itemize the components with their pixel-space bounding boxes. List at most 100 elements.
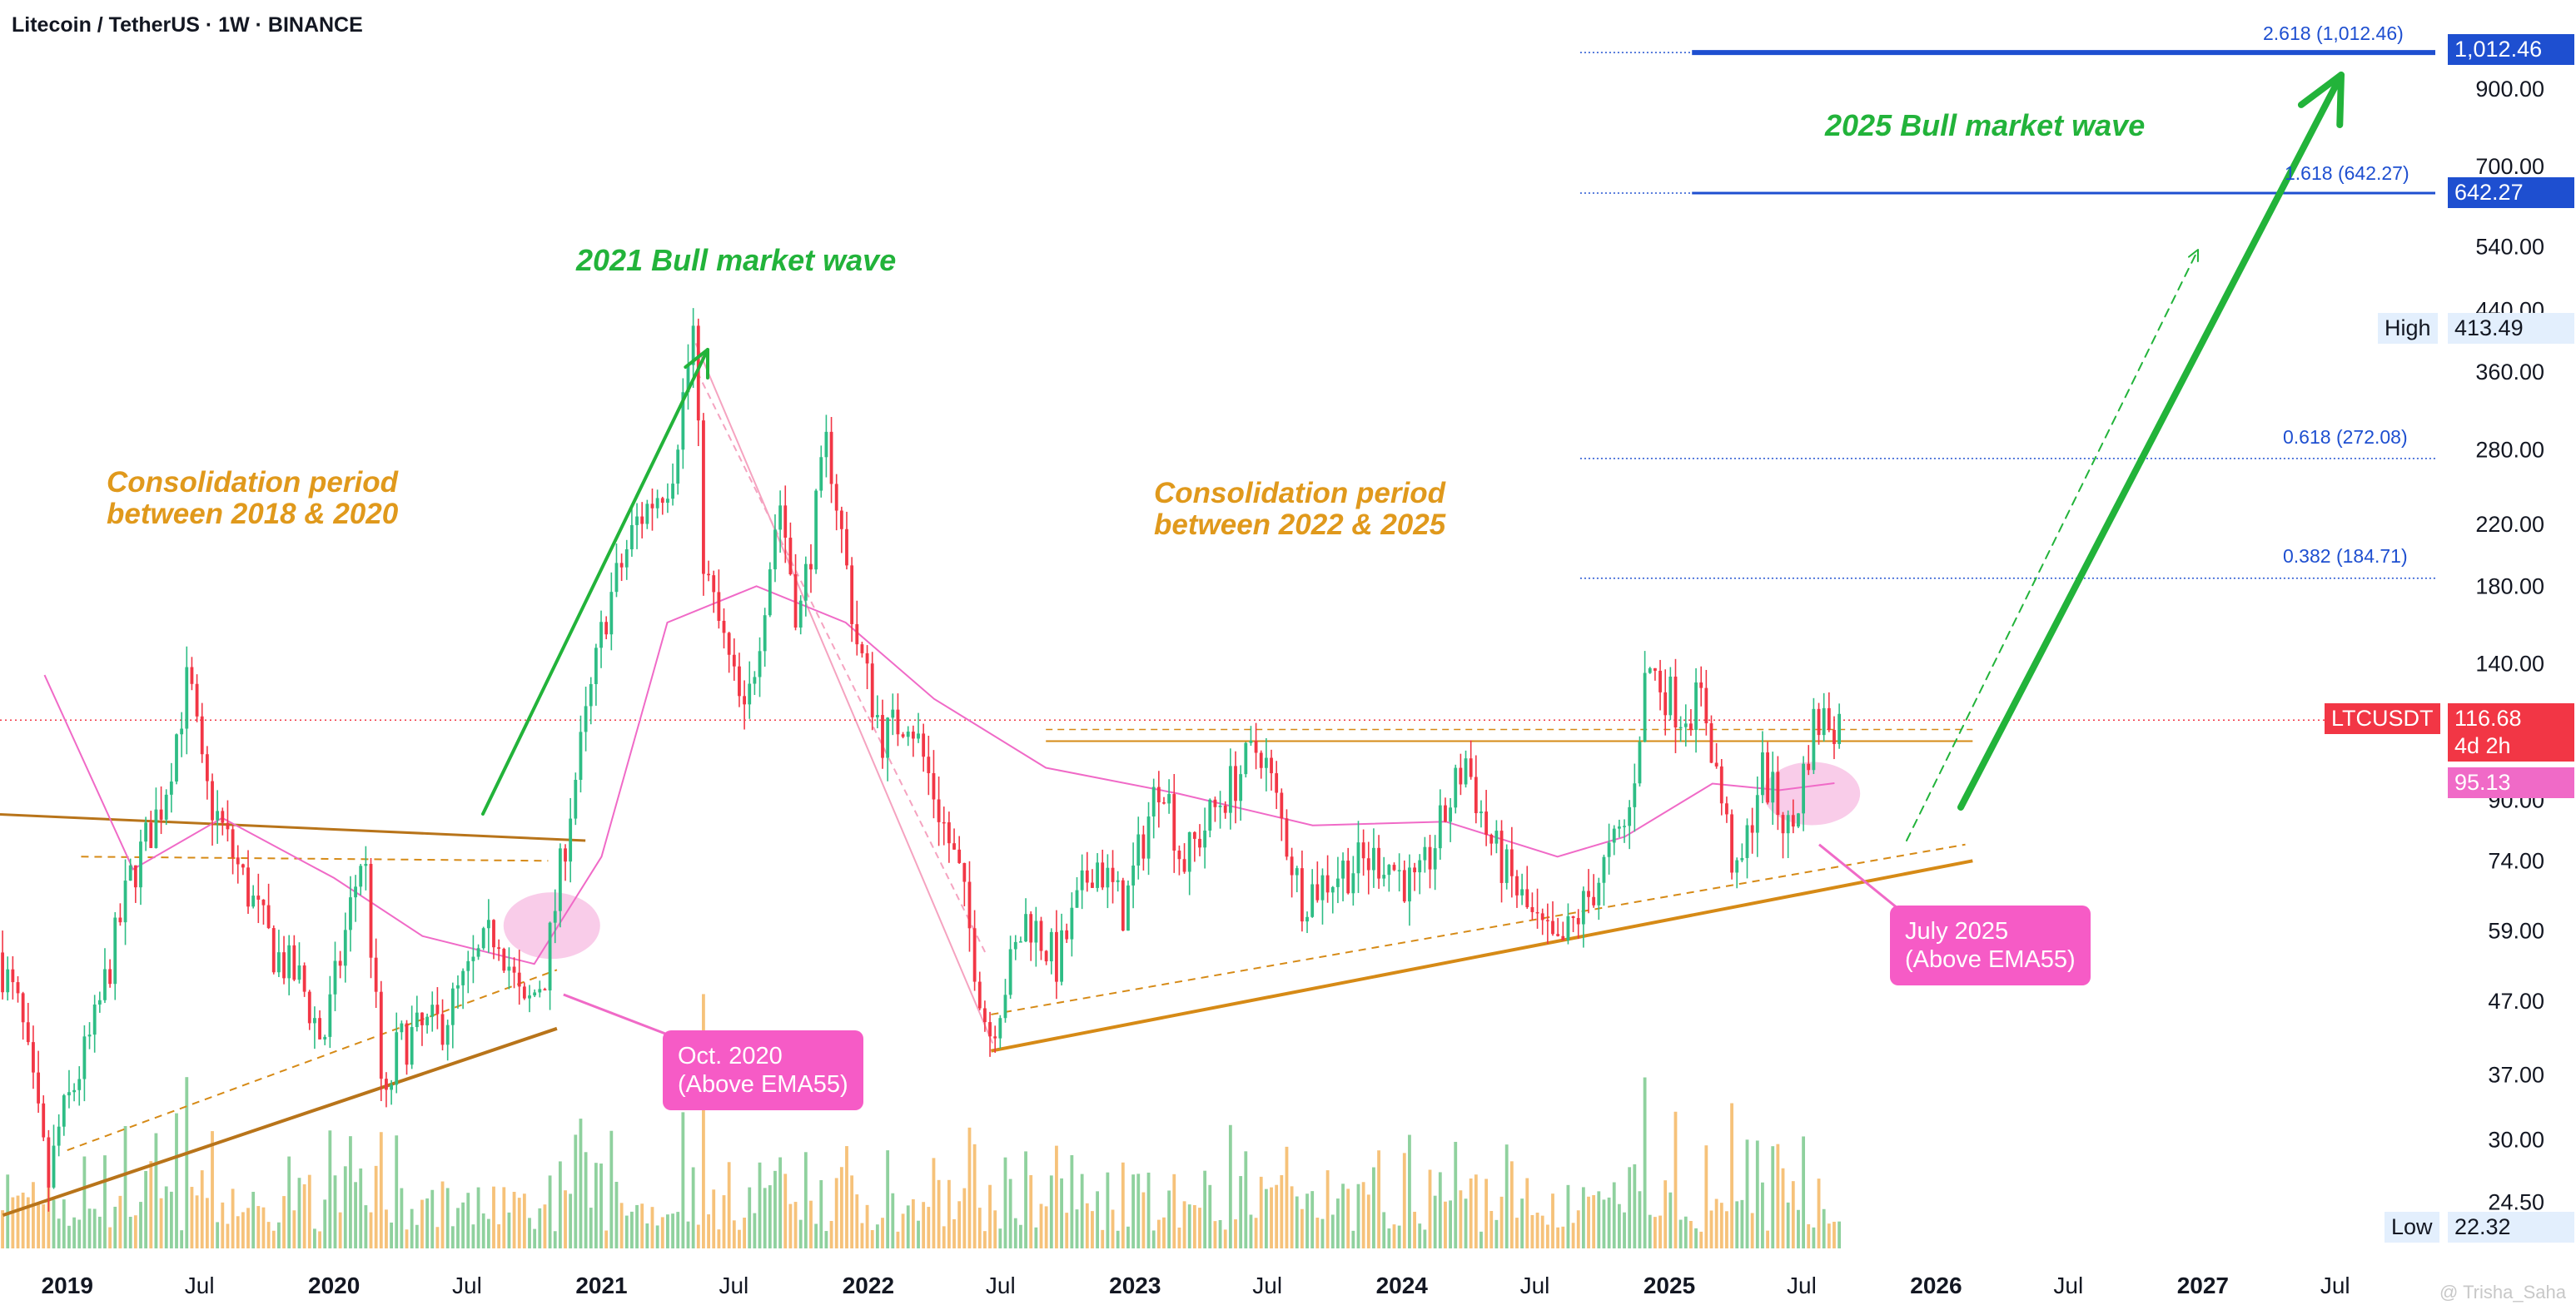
- candle-body: [896, 709, 900, 735]
- volume-bar: [450, 1226, 455, 1248]
- volume-bar: [722, 1195, 726, 1248]
- volume-bar: [1822, 1208, 1826, 1248]
- volume-bar: [77, 1219, 82, 1248]
- volume-bar: [1044, 1206, 1048, 1248]
- candle-body: [221, 811, 225, 823]
- callout-line: July 2025: [1905, 918, 2009, 945]
- arrow-2025-wave-dashed: [1906, 249, 2199, 841]
- candle-body: [645, 504, 649, 524]
- candle-body: [466, 960, 470, 971]
- volume-bar: [190, 1187, 194, 1248]
- candle-body: [1704, 687, 1708, 724]
- volume-bar: [216, 1222, 220, 1248]
- candle-body: [1540, 913, 1544, 920]
- volume-bar: [149, 1161, 153, 1248]
- candle-body: [1561, 935, 1565, 940]
- volume-bar: [1270, 1187, 1273, 1248]
- arrow-2021-wave-head: [684, 348, 709, 380]
- volume-bar: [1730, 1103, 1733, 1248]
- candle-body: [927, 757, 931, 773]
- candle-body: [379, 991, 383, 1079]
- volume-bar: [1402, 1153, 1406, 1248]
- price-axis[interactable]: 24.5030.0037.0047.0059.0074.0090.00140.0…: [2435, 0, 2576, 1310]
- volume-bar: [1366, 1194, 1370, 1248]
- volume-bar: [589, 1208, 593, 1248]
- volume-bar: [338, 1212, 342, 1248]
- candle-body: [1683, 723, 1688, 727]
- volume-bar: [318, 1231, 321, 1248]
- candle-body: [1382, 875, 1386, 879]
- price-tick-label: 280.00: [2475, 437, 2544, 462]
- candle-body: [507, 966, 511, 971]
- volume-bar: [1146, 1172, 1151, 1248]
- candle-body: [1121, 880, 1125, 931]
- volume-bar: [282, 1196, 286, 1248]
- candle-body: [528, 995, 531, 999]
- volume-bar: [1740, 1199, 1744, 1248]
- candle-body: [461, 970, 465, 985]
- candle-body: [32, 1042, 35, 1073]
- volume-bar: [52, 1199, 56, 1248]
- volume-bar: [1315, 1218, 1320, 1248]
- candle-body: [712, 575, 716, 593]
- volume-bar: [1244, 1151, 1248, 1248]
- volume-bar: [37, 1202, 40, 1248]
- volume-bar: [1234, 1219, 1237, 1248]
- volume-bar: [896, 1231, 900, 1248]
- volume-bar: [11, 1197, 15, 1248]
- candle-body: [1735, 860, 1739, 873]
- candle-body: [1198, 838, 1201, 848]
- volume-bar: [1372, 1167, 1375, 1248]
- volume-bar: [1320, 1218, 1325, 1248]
- volume-bar: [82, 1156, 87, 1248]
- candle-body: [604, 622, 609, 635]
- candle-body: [456, 985, 460, 989]
- volume-bar: [435, 1227, 440, 1248]
- callout-july-2025: July 2025 (Above EMA55): [1890, 906, 2091, 985]
- candle-body: [1387, 865, 1391, 876]
- time-tick-label: Jul: [986, 1273, 1016, 1298]
- time-tick-label: 2025: [1644, 1273, 1695, 1298]
- candle-body: [594, 648, 598, 684]
- volume-bar: [1484, 1179, 1489, 1248]
- volume-bar: [957, 1201, 962, 1248]
- candle-body: [691, 325, 695, 365]
- candle-body: [993, 1036, 997, 1039]
- candle-body: [1182, 859, 1186, 872]
- volume-bar: [1673, 1111, 1678, 1248]
- candle-body: [211, 781, 214, 821]
- candle-body: [671, 484, 674, 499]
- candle-body: [1249, 741, 1253, 743]
- candle-body: [707, 573, 710, 576]
- candle-body: [635, 516, 639, 525]
- candle-body: [1070, 907, 1074, 940]
- candle-body: [1587, 891, 1590, 897]
- volume-bar: [594, 1163, 598, 1248]
- volume-bar: [261, 1207, 266, 1248]
- candle-body: [52, 1145, 56, 1188]
- volume-bar: [369, 1212, 373, 1248]
- time-tick-label: Jul: [452, 1273, 482, 1298]
- callout-line: (Above EMA55): [1905, 946, 2076, 973]
- candle-body: [302, 965, 306, 992]
- volume-bar: [1607, 1197, 1611, 1248]
- volume-bar: [395, 1135, 399, 1248]
- volume-bar: [1039, 1203, 1043, 1248]
- volume-bar: [287, 1156, 291, 1248]
- time-axis[interactable]: 2019 Jul 2020 Jul 2021 Jul 2022 Jul 2023 Jul 2024 J…: [0, 1265, 2576, 1310]
- volume-bar: [1346, 1188, 1350, 1248]
- volume-bar: [1387, 1228, 1391, 1248]
- candle-body: [1075, 890, 1079, 908]
- candle-body: [1817, 708, 1821, 736]
- time-tick-label: Jul: [1520, 1273, 1550, 1298]
- volume-bar: [1719, 1203, 1723, 1248]
- volume-bar: [1689, 1220, 1693, 1248]
- time-tick-label: 2027: [2177, 1273, 2229, 1298]
- volume-bar: [845, 1146, 848, 1248]
- volume-bar: [1275, 1184, 1279, 1248]
- volume-bar: [1494, 1219, 1499, 1248]
- volume-bar: [359, 1168, 363, 1248]
- candle-body: [768, 569, 772, 616]
- candle-body: [870, 663, 874, 717]
